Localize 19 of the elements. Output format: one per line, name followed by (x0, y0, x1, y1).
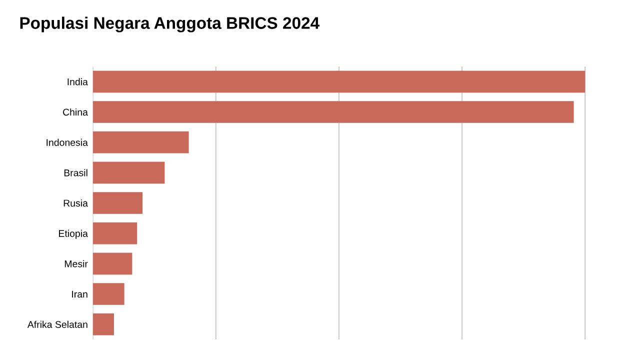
y-tick-label: Iran (72, 290, 88, 298)
chart-title: Populasi Negara Anggota BRICS 2024 (20, 16, 320, 32)
bar (92, 313, 114, 336)
bar (92, 222, 138, 244)
bar (92, 162, 165, 184)
y-tick-label: Afrika Selatan (27, 320, 88, 328)
bar (92, 252, 132, 275)
y-tick-label: Mesir (64, 260, 88, 268)
y-tick-label: India (68, 78, 88, 86)
bar (92, 101, 574, 123)
y-tick-label: Etiopia (59, 230, 88, 239)
y-tick-label: China (63, 108, 88, 116)
bar (92, 131, 189, 154)
bar (92, 192, 143, 214)
bar (92, 283, 124, 305)
y-tick-label: Indonesia (46, 138, 88, 146)
bar (92, 70, 586, 93)
y-tick-label: Brasil (64, 169, 88, 176)
y-tick-label: Rusia (64, 199, 88, 207)
